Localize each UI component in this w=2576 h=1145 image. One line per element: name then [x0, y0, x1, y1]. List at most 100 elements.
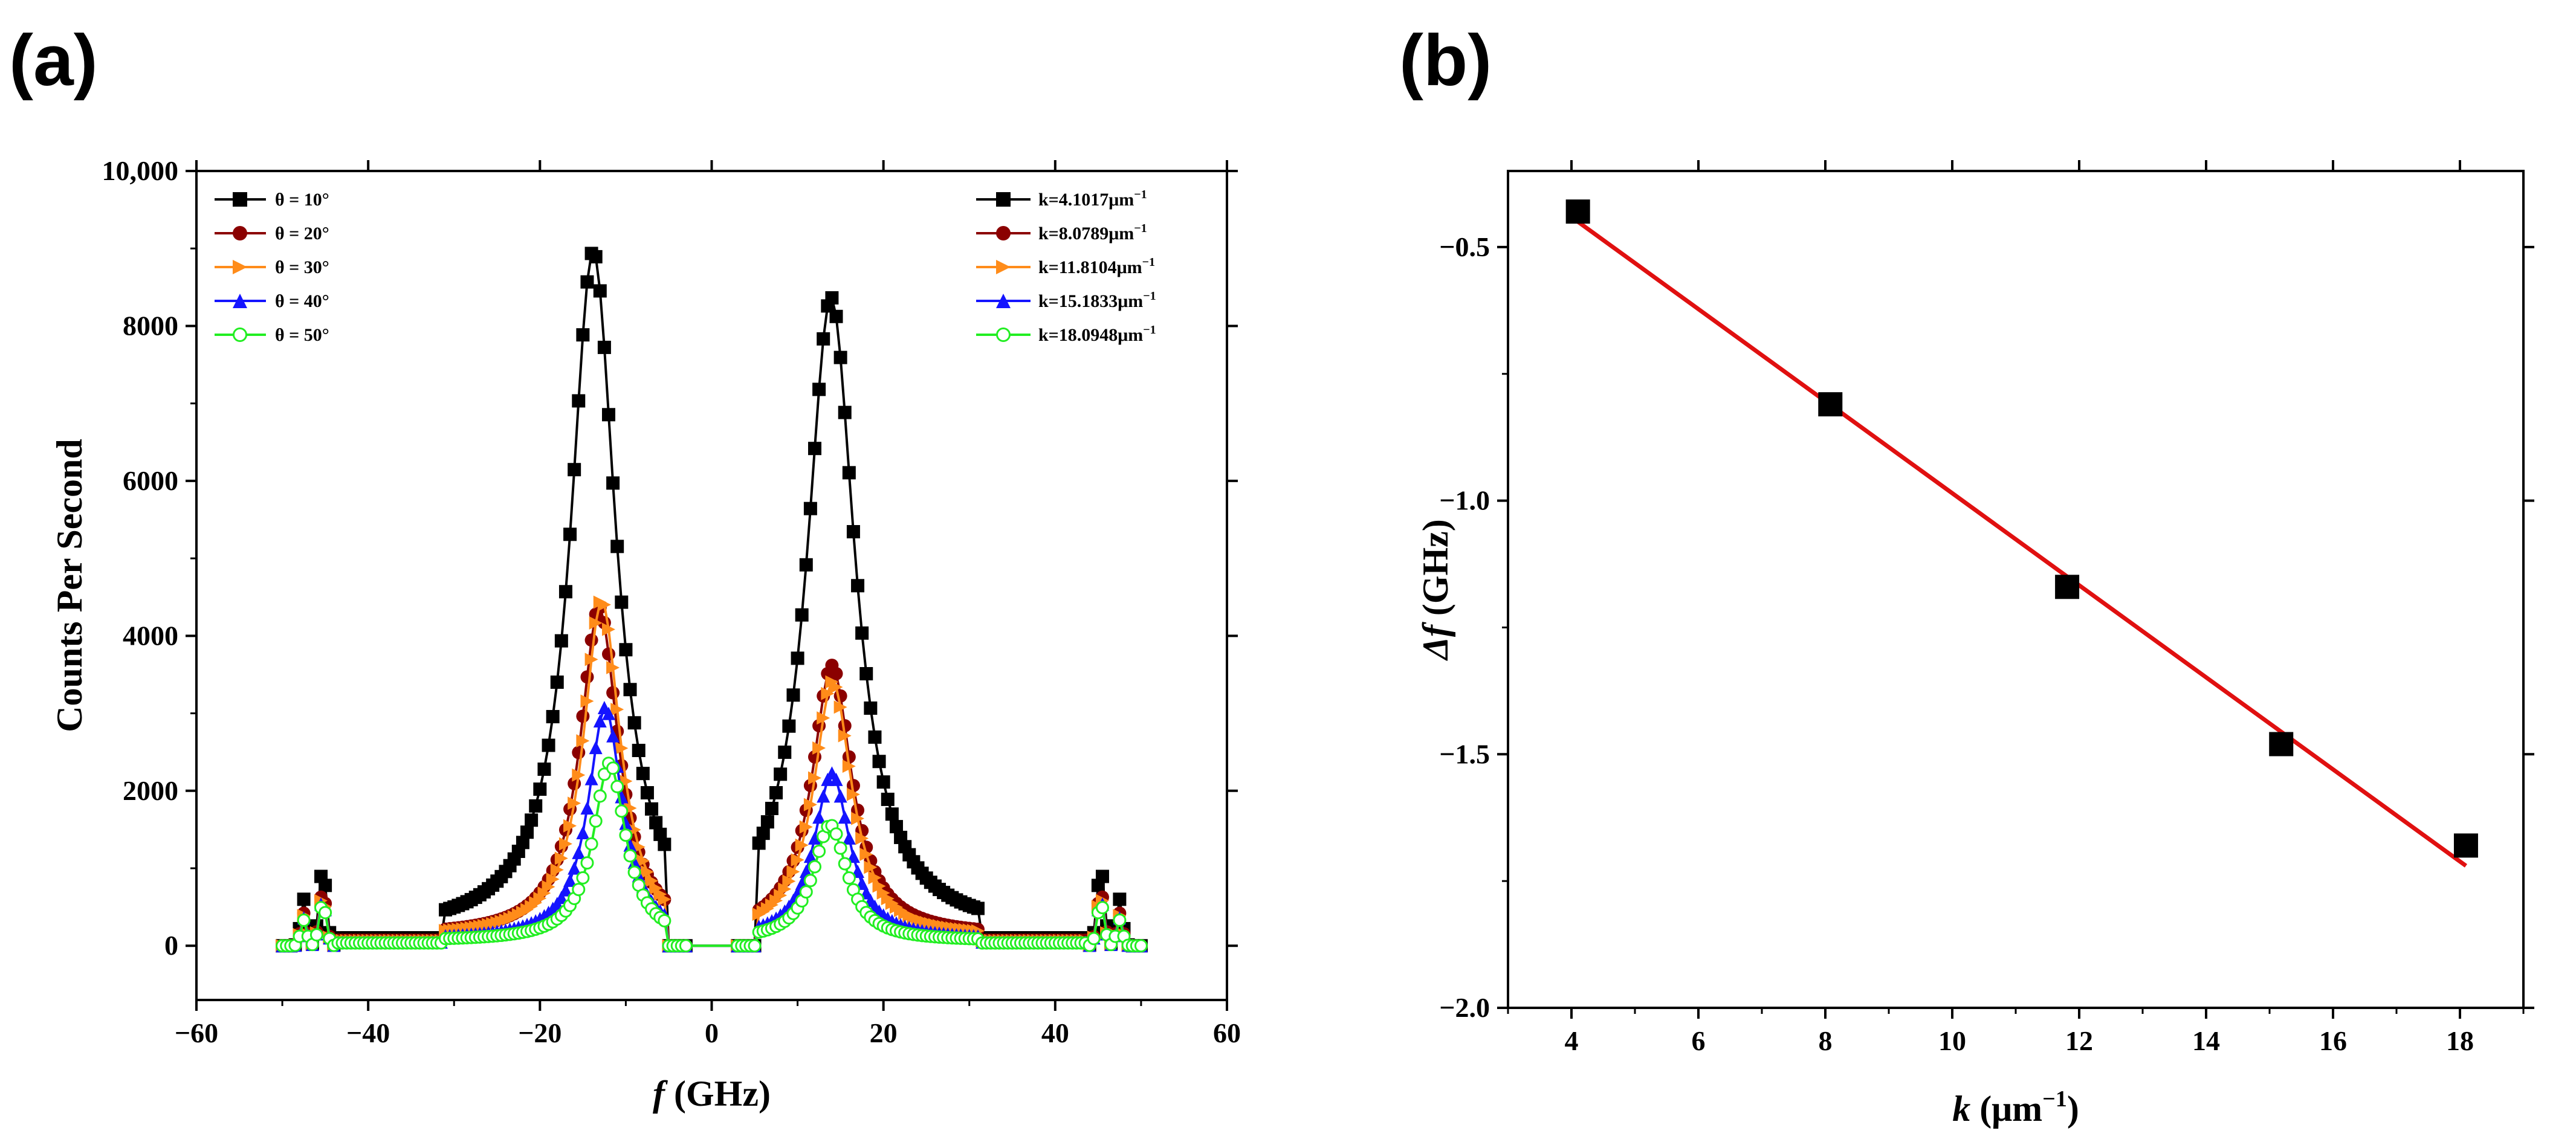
data-point-a	[876, 775, 890, 789]
data-point-a	[846, 779, 860, 793]
chart-a: −60 −40 −20 0 20 40 60 0 2000 4000 6000 8000 10,000 f…	[50, 155, 1241, 1114]
x-tick-label-b: 6	[1692, 1025, 1706, 1056]
data-point-a	[786, 865, 800, 879]
data-point-a	[537, 763, 551, 776]
data-point-a	[812, 844, 826, 858]
data-point-a	[554, 851, 568, 865]
data-point-a	[593, 284, 607, 298]
data-point-a	[550, 676, 564, 689]
x-axis-label-b: k (μm−1)	[1952, 1086, 2079, 1129]
data-point-a	[829, 309, 843, 323]
data-point-a	[580, 856, 594, 870]
legend-label-right-a: k=8.0789μm−1	[1038, 222, 1147, 244]
data-point-b	[2453, 833, 2478, 858]
data-point-a	[546, 872, 560, 886]
data-point-a	[297, 892, 311, 906]
data-point-a	[589, 616, 603, 630]
data-point-a	[829, 680, 843, 694]
data-point-a	[658, 837, 672, 851]
data-point-a	[529, 799, 543, 813]
data-point-a	[658, 914, 672, 927]
legend-marker-a	[233, 294, 247, 308]
data-point-a	[542, 738, 555, 752]
y-tick-label-b: −2.0	[1439, 992, 1490, 1023]
data-point-a	[623, 683, 637, 697]
data-point-a	[842, 750, 856, 764]
data-point-a	[803, 798, 817, 811]
data-point-a	[615, 790, 629, 804]
data-point-a	[610, 540, 624, 553]
data-point-a	[576, 826, 590, 840]
data-point-a	[817, 711, 830, 725]
data-point-a	[542, 880, 555, 894]
data-point-a	[872, 879, 886, 893]
legend-label-right-a: k=15.1833μm−1	[1038, 289, 1156, 311]
data-point-a	[623, 838, 637, 852]
legend-marker-a	[233, 327, 247, 342]
data-point-a	[825, 291, 839, 305]
data-point-a	[846, 850, 860, 863]
data-point-a	[602, 706, 615, 720]
legend-left-a: θ = 10° θ = 20° θ = 30° θ = 40° θ = 50°	[215, 190, 329, 345]
data-point-a	[568, 796, 581, 810]
data-point-a	[838, 729, 852, 743]
data-point-a	[760, 815, 774, 829]
x-tick-label-a: −40	[346, 1018, 390, 1048]
y-axis-label-a: Counts Per Second	[50, 439, 89, 732]
data-point-a	[623, 849, 637, 863]
y-tick-label-a: 6000	[123, 465, 178, 496]
data-point-a	[812, 382, 826, 396]
data-point-a	[838, 857, 852, 871]
data-point-a	[568, 463, 581, 477]
data-point-a	[645, 874, 659, 888]
data-point-a	[649, 816, 663, 830]
data-point-a	[808, 860, 821, 874]
data-point-a	[615, 741, 629, 755]
data-point-a	[580, 694, 594, 708]
data-point-a	[546, 710, 560, 724]
y-tick-label-a: 10,000	[102, 155, 179, 186]
data-point-b	[2269, 732, 2294, 756]
data-point-a	[319, 879, 332, 892]
legend-label-left-a: θ = 30°	[275, 257, 329, 277]
x-tick-label-a: 20	[870, 1018, 898, 1048]
data-point-a	[838, 719, 852, 733]
data-point-a	[864, 860, 878, 874]
y-tick-label-b: −1.5	[1439, 738, 1490, 769]
data-point-a	[606, 761, 620, 775]
data-point-a	[872, 755, 886, 769]
data-point-a	[653, 827, 667, 841]
data-point-a	[778, 745, 792, 759]
data-point-a	[572, 394, 586, 408]
data-point-a	[572, 768, 586, 782]
legend-label-left-a: θ = 40°	[275, 291, 329, 311]
data-point-a	[774, 767, 788, 781]
data-point-a	[606, 729, 620, 743]
data-point-a	[774, 888, 788, 902]
data-point-a	[817, 332, 830, 346]
data-point-a	[627, 716, 641, 730]
data-point-a	[876, 886, 890, 900]
data-point-a	[833, 700, 847, 714]
data-point-a	[589, 814, 603, 828]
data-point-a	[602, 622, 615, 636]
data-point-a	[833, 789, 847, 803]
data-point-a	[748, 939, 762, 953]
data-point-a	[842, 760, 856, 773]
x-tick-label-b: 10	[1938, 1025, 1966, 1056]
data-point-a	[679, 939, 693, 953]
data-point-a	[520, 825, 534, 839]
data-point-a	[563, 873, 577, 887]
data-point-a	[817, 789, 830, 803]
data-point-a	[799, 820, 813, 834]
data-point-a	[606, 476, 620, 490]
fit-line-b	[1576, 220, 2468, 868]
x-tick-label-a: −60	[175, 1018, 218, 1048]
data-point-a	[1134, 939, 1148, 953]
x-tick-label-a: 40	[1041, 1018, 1069, 1048]
legend-marker-a	[233, 226, 247, 240]
legend-right-a: k=4.1017μm−1 k=8.0789μm−1 k=11.8104μm−1 k=1…	[976, 188, 1156, 345]
legend-marker-a	[233, 192, 247, 207]
data-point-a	[576, 734, 590, 748]
x-tick-label-b: 4	[1565, 1025, 1579, 1056]
